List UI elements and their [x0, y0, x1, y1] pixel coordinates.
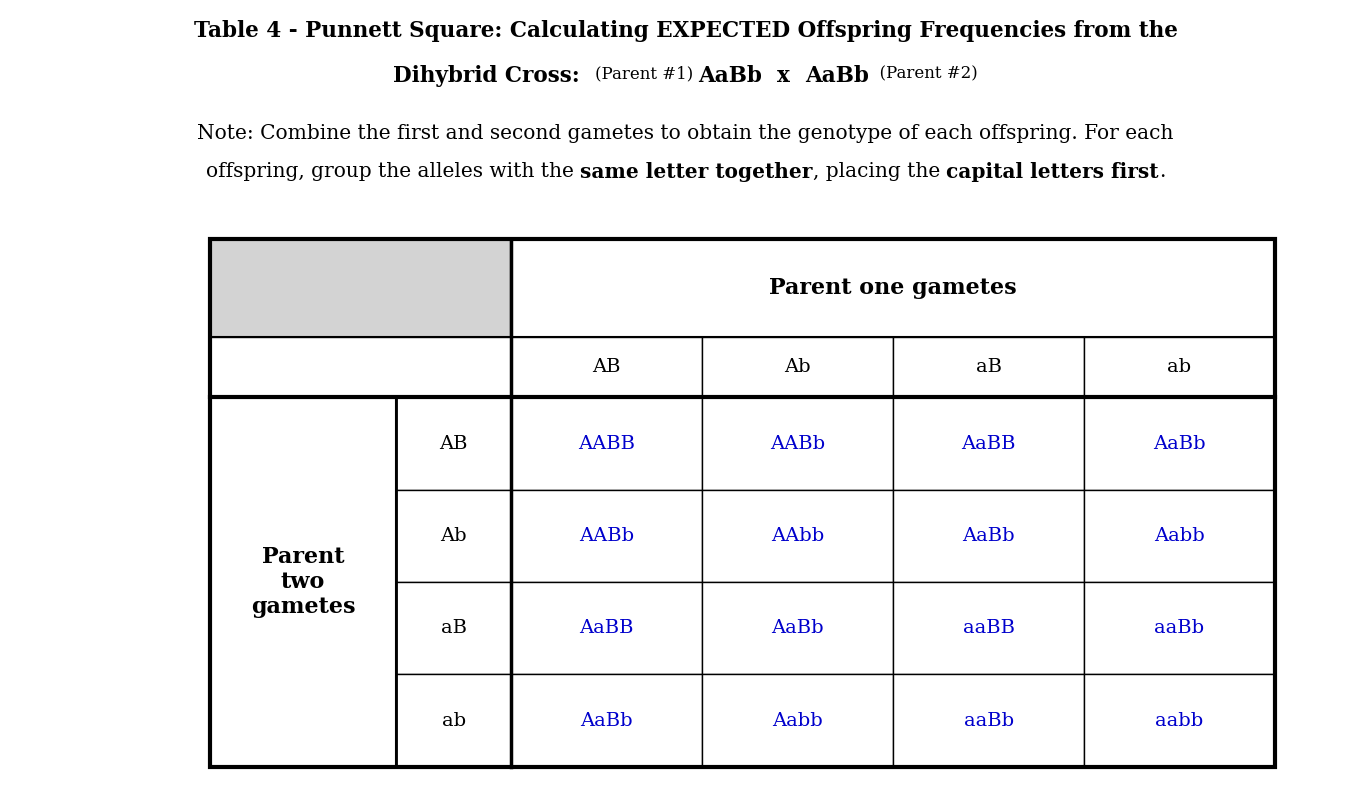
Bar — [210, 398, 396, 767]
Bar — [893, 489, 1084, 582]
Bar — [1084, 398, 1275, 489]
Bar — [702, 336, 893, 398]
Bar — [511, 489, 702, 582]
Bar — [511, 674, 702, 767]
Bar — [511, 336, 702, 398]
Bar — [702, 489, 893, 582]
Bar — [893, 674, 1084, 767]
Bar — [396, 489, 511, 582]
Bar — [396, 674, 511, 767]
Text: Aabb: Aabb — [1154, 527, 1205, 545]
Text: AaBB: AaBB — [961, 434, 1016, 453]
Text: x: x — [762, 65, 805, 88]
Text: AABb: AABb — [579, 527, 635, 545]
Text: Table 4 - Punnett Square: Calculating EXPECTED Offspring Frequencies from the: Table 4 - Punnett Square: Calculating EX… — [193, 20, 1178, 42]
Text: same letter together: same letter together — [580, 162, 813, 182]
Text: Parent
two
gametes: Parent two gametes — [251, 546, 355, 618]
Bar — [511, 239, 1275, 336]
Text: aaBb: aaBb — [1154, 619, 1205, 638]
Text: AB: AB — [592, 358, 621, 376]
Bar — [1084, 336, 1275, 398]
Text: aB: aB — [976, 358, 1002, 376]
Text: ab: ab — [1168, 358, 1191, 376]
Text: AaBB: AaBB — [580, 619, 633, 638]
Text: Dihybrid Cross:: Dihybrid Cross: — [393, 65, 595, 88]
Bar — [1084, 674, 1275, 767]
Bar — [396, 398, 511, 489]
Text: Note: Combine the first and second gametes to obtain the genotype of each offspr: Note: Combine the first and second gamet… — [197, 124, 1174, 143]
Text: Aabb: Aabb — [772, 712, 823, 729]
Text: , placing the: , placing the — [813, 162, 946, 181]
Bar — [893, 336, 1084, 398]
Text: AABB: AABB — [579, 434, 635, 453]
Bar — [702, 582, 893, 674]
Bar — [1084, 582, 1275, 674]
Text: aabb: aabb — [1156, 712, 1204, 729]
Text: (Parent #1): (Parent #1) — [595, 65, 698, 82]
Bar — [210, 239, 1275, 767]
Bar — [702, 674, 893, 767]
Text: capital letters first: capital letters first — [946, 162, 1158, 182]
Bar — [893, 398, 1084, 489]
Text: AaBb: AaBb — [962, 527, 1015, 545]
Bar — [210, 336, 511, 398]
Text: ab: ab — [441, 712, 466, 729]
Text: AaBb: AaBb — [580, 712, 633, 729]
Text: .: . — [1158, 162, 1165, 181]
Text: AB: AB — [440, 434, 468, 453]
Bar — [396, 582, 511, 674]
Text: AaBb: AaBb — [1153, 434, 1206, 453]
Bar — [702, 398, 893, 489]
Text: aaBb: aaBb — [964, 712, 1013, 729]
Text: AaBb: AaBb — [698, 65, 762, 88]
Bar — [1084, 489, 1275, 582]
Bar — [210, 239, 511, 336]
Text: AABb: AABb — [771, 434, 825, 453]
Text: aB: aB — [440, 619, 466, 638]
Text: AaBb: AaBb — [772, 619, 824, 638]
Text: (Parent #2): (Parent #2) — [869, 65, 978, 82]
Text: Ab: Ab — [440, 527, 468, 545]
Bar — [511, 398, 702, 489]
Bar — [893, 582, 1084, 674]
Text: Parent one gametes: Parent one gametes — [769, 277, 1017, 299]
Text: offspring, group the alleles with the: offspring, group the alleles with the — [206, 162, 580, 181]
Text: AaBb: AaBb — [805, 65, 869, 88]
Bar — [511, 582, 702, 674]
Text: Ab: Ab — [784, 358, 812, 376]
Text: AAbb: AAbb — [771, 527, 824, 545]
Text: aaBB: aaBB — [962, 619, 1015, 638]
